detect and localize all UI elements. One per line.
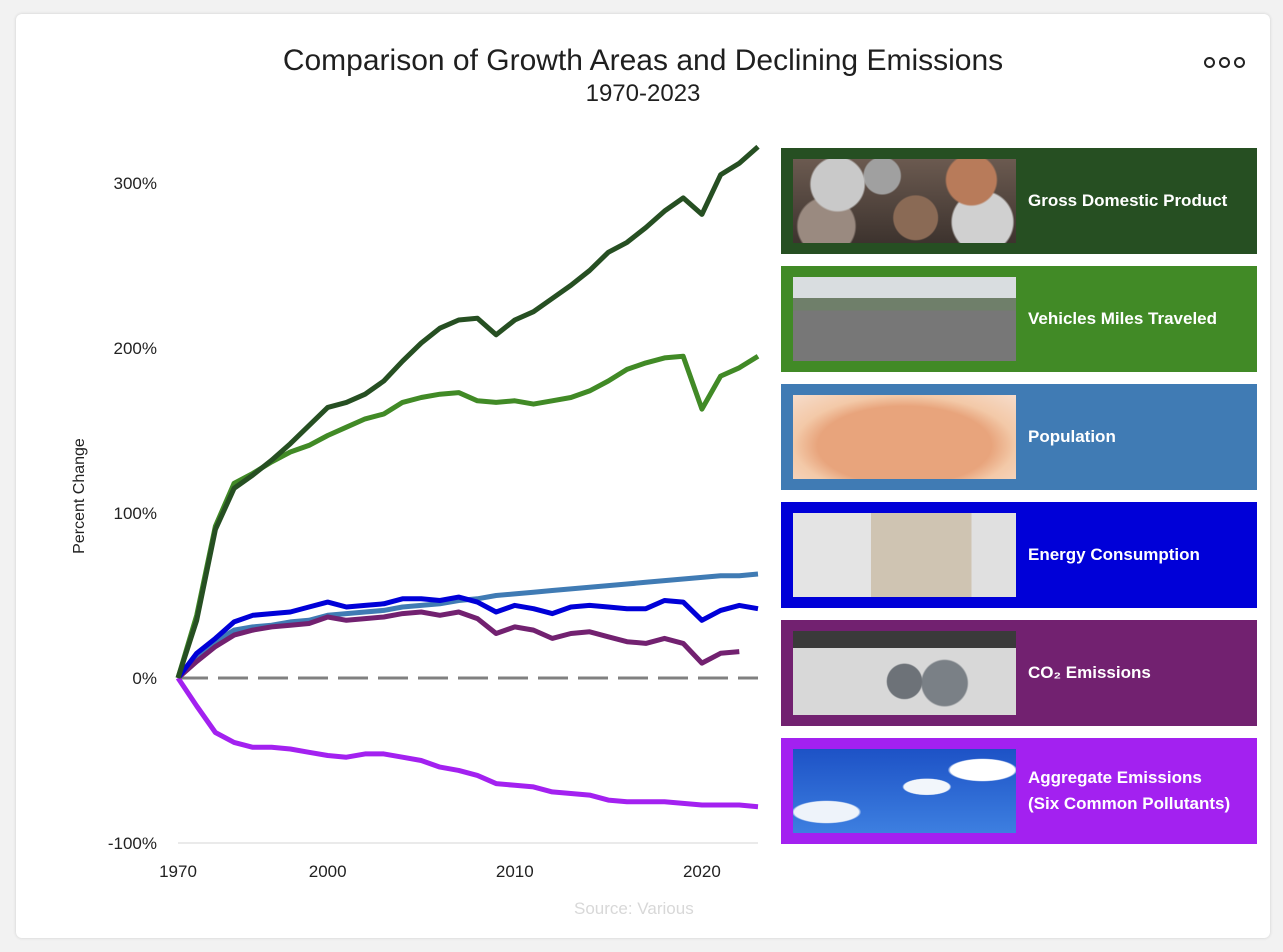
y-tick-label: 300% — [114, 174, 157, 193]
legend-label: Population — [1028, 427, 1116, 446]
menu-dot — [1219, 56, 1230, 68]
legend-label: Aggregate Emissions (Six Common Pollutant… — [1028, 768, 1231, 813]
chart-title: Comparison of Growth Areas and Declining… — [282, 44, 1004, 77]
series-line-energy-consumption[interactable] — [176, 594, 759, 680]
legend-label: Vehicles Miles Traveled — [1028, 309, 1218, 328]
legend-item-population[interactable]: Population — [781, 384, 1257, 490]
series-line-aggregate-emissions-six-common-pollutants[interactable] — [175, 676, 759, 810]
legend-item-co2[interactable]: CO₂ Emissions — [781, 620, 1257, 726]
legend-item-vmt[interactable]: Vehicles Miles Traveled — [781, 266, 1257, 372]
menu-dot — [1234, 56, 1245, 68]
smokestacks-photo — [793, 749, 1016, 833]
x-tick-label: 2020 — [683, 862, 721, 881]
coins-photo — [793, 159, 1016, 243]
series-group — [175, 144, 760, 810]
legend-item-energy[interactable]: Energy Consumption — [781, 502, 1257, 608]
x-tick-label: 2010 — [496, 862, 534, 881]
source-note: Source: Various — [574, 899, 694, 918]
y-axis: -100% 0% 100% 200% 300% — [108, 174, 157, 853]
traffic-photo — [793, 277, 1016, 361]
more-options-icon[interactable] — [1204, 52, 1252, 72]
legend-item-aggregate[interactable]: Aggregate Emissions (Six Common Pollutant… — [781, 738, 1257, 844]
y-tick-label: 200% — [114, 339, 157, 358]
series-line-gross-domestic-product[interactable] — [175, 144, 760, 679]
y-tick-label: -100% — [108, 834, 157, 853]
legend-label: Energy Consumption — [1028, 545, 1200, 564]
power-plug-photo — [793, 513, 1016, 597]
x-axis: 1970 2000 2010 2020 — [159, 862, 721, 881]
y-tick-label: 100% — [114, 504, 157, 523]
legend-label: Gross Domestic Product — [1028, 191, 1228, 210]
legend-item-gdp[interactable]: Gross Domestic Product — [781, 148, 1257, 254]
y-tick-label: 0% — [132, 669, 157, 688]
y-axis-label: Percent Change — [71, 438, 88, 554]
menu-dot — [1204, 56, 1215, 68]
x-tick-label: 2000 — [309, 862, 347, 881]
series-line-co-emissions[interactable] — [176, 609, 740, 680]
legend-label: CO₂ Emissions — [1028, 663, 1151, 682]
exhaust-pipe-photo — [793, 631, 1016, 715]
baby-face-photo — [793, 395, 1016, 479]
chart-subtitle: 1970-2023 — [585, 80, 701, 107]
x-tick-label: 1970 — [159, 862, 197, 881]
